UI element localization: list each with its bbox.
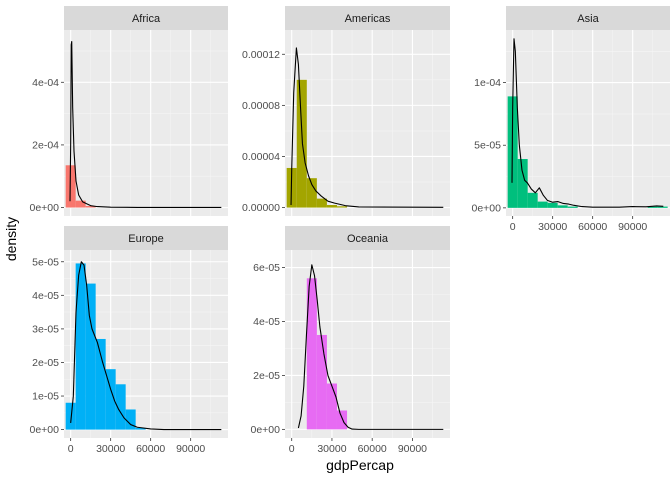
- x-tick-label: 60000: [136, 443, 165, 455]
- panel-europe: Europe 0e+00 1e-05 2e-05 3e-05 4e-05 5e-05 0 300…: [30, 226, 228, 455]
- strip-oceania: [285, 226, 450, 250]
- histogram-bar-asia-4: [547, 202, 558, 208]
- density-curve-americas: [290, 47, 444, 208]
- x-axis-title: gdpPercap: [326, 457, 394, 473]
- x-tick-label: 0: [289, 443, 295, 455]
- histogram-bar-americas-4: [326, 205, 337, 208]
- histogram-bar-asia-5: [557, 205, 568, 208]
- y-tick-label: 6e-05: [253, 262, 280, 274]
- x-tick-label: 60000: [358, 443, 387, 455]
- histogram-bar-europe-5: [115, 384, 126, 430]
- strip-label-asia: Asia: [577, 13, 599, 25]
- y-tick-label: 0e+00: [251, 424, 281, 436]
- panel-oceania: Oceania 0e+00 2e-05 4e-05 6e-05 0 30000 60000 90…: [251, 226, 450, 455]
- y-tick-label: 5e-05: [32, 256, 59, 268]
- panel-americas: Americas 0.00000 0.00004 0.00008 0.00012: [242, 6, 450, 216]
- y-tick-label: 0.00008: [242, 100, 280, 112]
- histogram-bar-africa-2: [85, 205, 96, 208]
- x-tick-label: 90000: [176, 443, 205, 455]
- y-tick-label: 0.00004: [242, 151, 280, 163]
- strip-label-americas: Americas: [345, 13, 391, 25]
- y-tick-label: 1e-05: [32, 391, 59, 403]
- strip-label-europe: Europe: [128, 233, 163, 245]
- y-tick-label: 2e-05: [253, 370, 280, 382]
- y-tick-label: 0e+00: [472, 202, 502, 214]
- histogram-bar-europe-4: [105, 369, 116, 430]
- density-curve-africa: [69, 41, 222, 208]
- histogram-bar-europe-7: [135, 427, 146, 430]
- histogram-bar-americas-2: [306, 178, 317, 208]
- panel-background-asia: [506, 30, 670, 216]
- histogram-bar-oceania-1: [316, 334, 327, 430]
- density-curve-europe: [70, 261, 222, 431]
- histogram-bar-asia-1: [517, 159, 528, 208]
- histogram-bar-americas-5: [336, 206, 348, 208]
- histogram-bar-americas-1: [296, 79, 307, 208]
- strip-africa: [64, 6, 228, 30]
- y-tick-label: 0e+00: [30, 424, 60, 436]
- y-tick-label: 0e+00: [30, 202, 60, 214]
- x-tick-label: 0: [510, 221, 516, 233]
- x-tick-label: 60000: [578, 221, 607, 233]
- panel-africa: Africa 0e+00 2e-04 4e-04: [30, 6, 228, 216]
- strip-europe: [64, 226, 228, 250]
- strip-label-africa: Africa: [132, 13, 161, 25]
- histogram-bar-oceania-0: [306, 278, 317, 430]
- strip-asia: [506, 6, 670, 30]
- x-tick-label: 30000: [317, 443, 346, 455]
- histogram-bar-oceania-3: [336, 410, 348, 430]
- y-tick-label: 5e-05: [474, 140, 501, 152]
- facet-panels: Africa 0e+00 2e-04 4e-04 Americas 0.00000 0.00…: [30, 6, 670, 455]
- y-tick-label: 2e-04: [32, 139, 59, 151]
- histogram-bar-europe-0: [65, 402, 76, 430]
- x-tick-label: 30000: [538, 221, 567, 233]
- x-tick-label: 30000: [96, 443, 125, 455]
- y-tick-label: 4e-04: [32, 77, 59, 89]
- y-axis-title: density: [3, 217, 19, 261]
- panel-asia: Asia 0e+00 5e-05 1e-04 0 30000 60000 90000: [472, 6, 670, 233]
- histogram-bar-asia-8: [657, 206, 668, 208]
- y-tick-label: 1e-04: [474, 77, 501, 89]
- x-tick-label: 0: [68, 443, 74, 455]
- y-tick-label: 0.00000: [242, 202, 280, 214]
- histogram-bar-europe-6: [125, 409, 136, 430]
- y-tick-label: 2e-05: [32, 357, 59, 369]
- histogram-bar-americas-3: [316, 198, 327, 208]
- histogram-bar-africa-1: [75, 200, 86, 208]
- histogram-bar-asia-7: [647, 206, 658, 208]
- y-tick-label: 0.00012: [242, 49, 280, 61]
- histogram-bar-europe-1: [75, 263, 86, 430]
- histogram-bar-europe-2: [85, 283, 96, 430]
- panel-background-africa: [64, 30, 228, 216]
- x-tick-label: 90000: [618, 221, 647, 233]
- histogram-bar-asia-6: [567, 206, 578, 208]
- histogram-bar-oceania-2: [326, 383, 337, 430]
- y-tick-label: 4e-05: [32, 290, 59, 302]
- strip-americas: [285, 6, 450, 30]
- y-tick-label: 4e-05: [253, 316, 280, 328]
- x-tick-label: 90000: [398, 443, 427, 455]
- histogram-bar-europe-3: [95, 338, 106, 430]
- density-curve-oceania: [297, 264, 444, 430]
- strip-label-oceania: Oceania: [347, 233, 389, 245]
- histogram-bar-asia-3: [537, 201, 548, 208]
- density-curve-asia: [511, 38, 664, 208]
- histogram-bar-asia-2: [527, 192, 538, 208]
- y-tick-label: 3e-05: [32, 323, 59, 335]
